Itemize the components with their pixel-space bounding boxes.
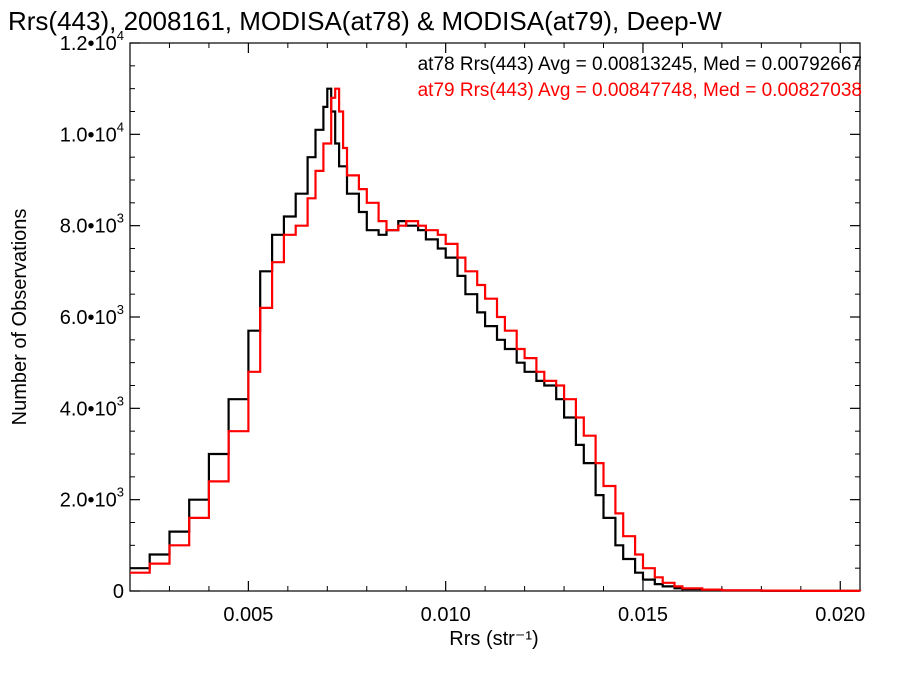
y-tick-label: 1.0•104: [60, 119, 124, 146]
series-line-at78: [130, 87, 862, 592]
x-axis-label: Rrs (str⁻¹): [449, 628, 538, 650]
y-axis: 0 2.0•103 4.0•103 6.0•103 8.0•103 1.0•104 1.2•…: [60, 28, 860, 603]
y-tick-label: 4.0•103: [60, 393, 124, 420]
x-tick-label: 0.015: [618, 604, 668, 626]
x-tick-label: 0.020: [815, 604, 865, 626]
chart-title: Rrs(443), 2008161, MODISA(at78) & MODISA…: [8, 6, 722, 36]
plot-frame: [129, 42, 861, 592]
x-axis: 0.005 0.010 0.015 0.020: [168, 43, 865, 626]
x-tick-label: 0.005: [223, 604, 273, 626]
x-tick-label: 0.010: [421, 604, 471, 626]
y-tick-label: 1.2•104: [60, 28, 124, 55]
series-line-at79: [130, 87, 862, 592]
y-tick-label: 0: [113, 581, 124, 603]
y-tick-label: 2.0•103: [60, 485, 124, 512]
legend-entry-at79: at79 Rrs(443) Avg = 0.00847748, Med = 0.…: [418, 80, 862, 101]
series-layer: [130, 87, 862, 592]
y-tick-label: 6.0•103: [60, 302, 124, 329]
y-tick-label: 8.0•103: [60, 211, 124, 238]
y-axis-label: Number of Observations: [9, 209, 31, 426]
legend-entry-at78: at78 Rrs(443) Avg = 0.00813245, Med = 0.…: [418, 54, 862, 75]
